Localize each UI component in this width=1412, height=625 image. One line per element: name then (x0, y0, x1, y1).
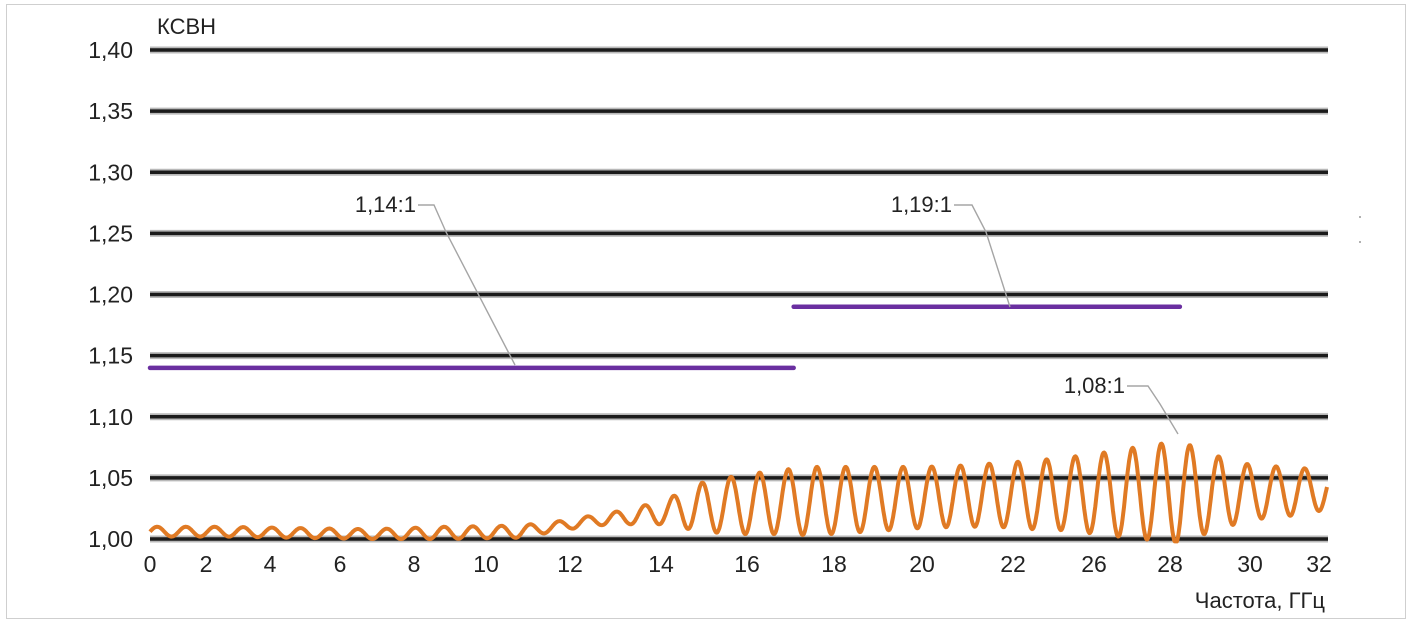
leader-line (1127, 385, 1179, 435)
x-tick-label: 12 (557, 551, 583, 577)
y-axis-label: КСВН (157, 14, 216, 39)
annotation-label: 1,19:1 (891, 192, 952, 217)
leader-line (954, 204, 1011, 308)
y-tick-label: 1,00 (88, 526, 133, 552)
x-tick-label: 4 (264, 551, 277, 577)
limit-lines (147, 304, 1183, 371)
x-tick-label: 26 (1081, 551, 1107, 577)
x-tick-label: 28 (1157, 551, 1183, 577)
x-tick-label: 30 (1237, 551, 1263, 577)
vswr-series-line (148, 441, 1329, 544)
x-tick-label: 22 (1000, 551, 1026, 577)
annotation-label: 1,08:1 (1064, 373, 1125, 398)
y-tick-label: 1,15 (88, 343, 133, 369)
x-tick-label: 32 (1306, 551, 1332, 577)
y-tick-label: 1,35 (88, 98, 133, 124)
annotations: 1,14:1 1,19:1 1,08:1 (355, 192, 1179, 435)
x-tick-label: 0 (144, 551, 157, 577)
y-tick-label: 1,05 (88, 465, 133, 491)
x-tick-label: 20 (909, 551, 935, 577)
grid (150, 46, 1328, 543)
y-tick-label: 1,20 (88, 282, 133, 308)
x-axis-label: Частота, ГГц (1195, 588, 1326, 613)
x-tick-labels: 0 2 4 6 8 10 12 14 16 18 20 22 26 28 30 32 (144, 551, 1332, 577)
series (148, 441, 1329, 544)
y-tick-labels: 1,00 1,05 1,10 1,15 1,20 1,25 1,30 1,35 1,40 (88, 37, 133, 552)
x-tick-label: 10 (473, 551, 499, 577)
annotation-label: 1,14:1 (355, 192, 416, 217)
x-tick-label: 14 (648, 551, 674, 577)
plot-area (148, 30, 1328, 546)
x-tick-label: 6 (334, 551, 347, 577)
y-tick-label: 1,25 (88, 220, 133, 246)
y-tick-label: 1,30 (88, 159, 133, 185)
y-tick-label: 1,40 (88, 37, 133, 63)
x-tick-label: 8 (408, 551, 421, 577)
x-tick-label: 2 (200, 551, 213, 577)
stray-dot (1359, 241, 1361, 243)
x-tick-label: 18 (821, 551, 847, 577)
leader-line (418, 204, 516, 366)
x-tick-label: 16 (734, 551, 760, 577)
y-tick-label: 1,10 (88, 404, 133, 430)
stray-dot (1359, 216, 1361, 218)
